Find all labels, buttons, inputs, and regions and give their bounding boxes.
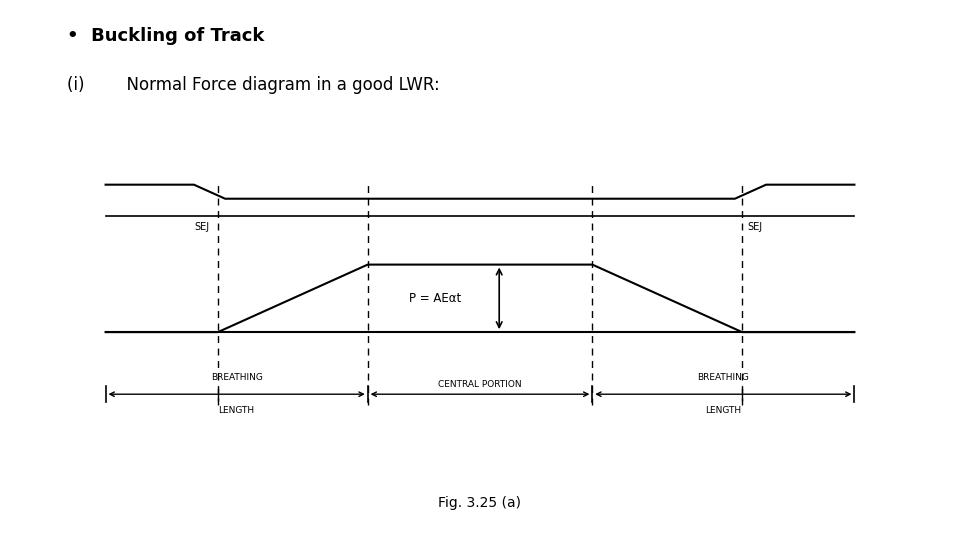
Text: SEJ: SEJ: [747, 222, 762, 233]
Text: •  Buckling of Track: • Buckling of Track: [67, 27, 265, 45]
Text: Fig. 3.25 (a): Fig. 3.25 (a): [439, 496, 521, 510]
Text: CENTRAL PORTION: CENTRAL PORTION: [438, 380, 522, 389]
Text: LENGTH: LENGTH: [219, 406, 254, 415]
Text: P = AEαt: P = AEαt: [409, 292, 461, 305]
Text: SEJ: SEJ: [194, 222, 209, 233]
Text: BREATHING: BREATHING: [210, 373, 263, 382]
Text: LENGTH: LENGTH: [706, 406, 741, 415]
Text: (i)        Normal Force diagram in a good LWR:: (i) Normal Force diagram in a good LWR:: [67, 76, 440, 93]
Text: BREATHING: BREATHING: [697, 373, 750, 382]
